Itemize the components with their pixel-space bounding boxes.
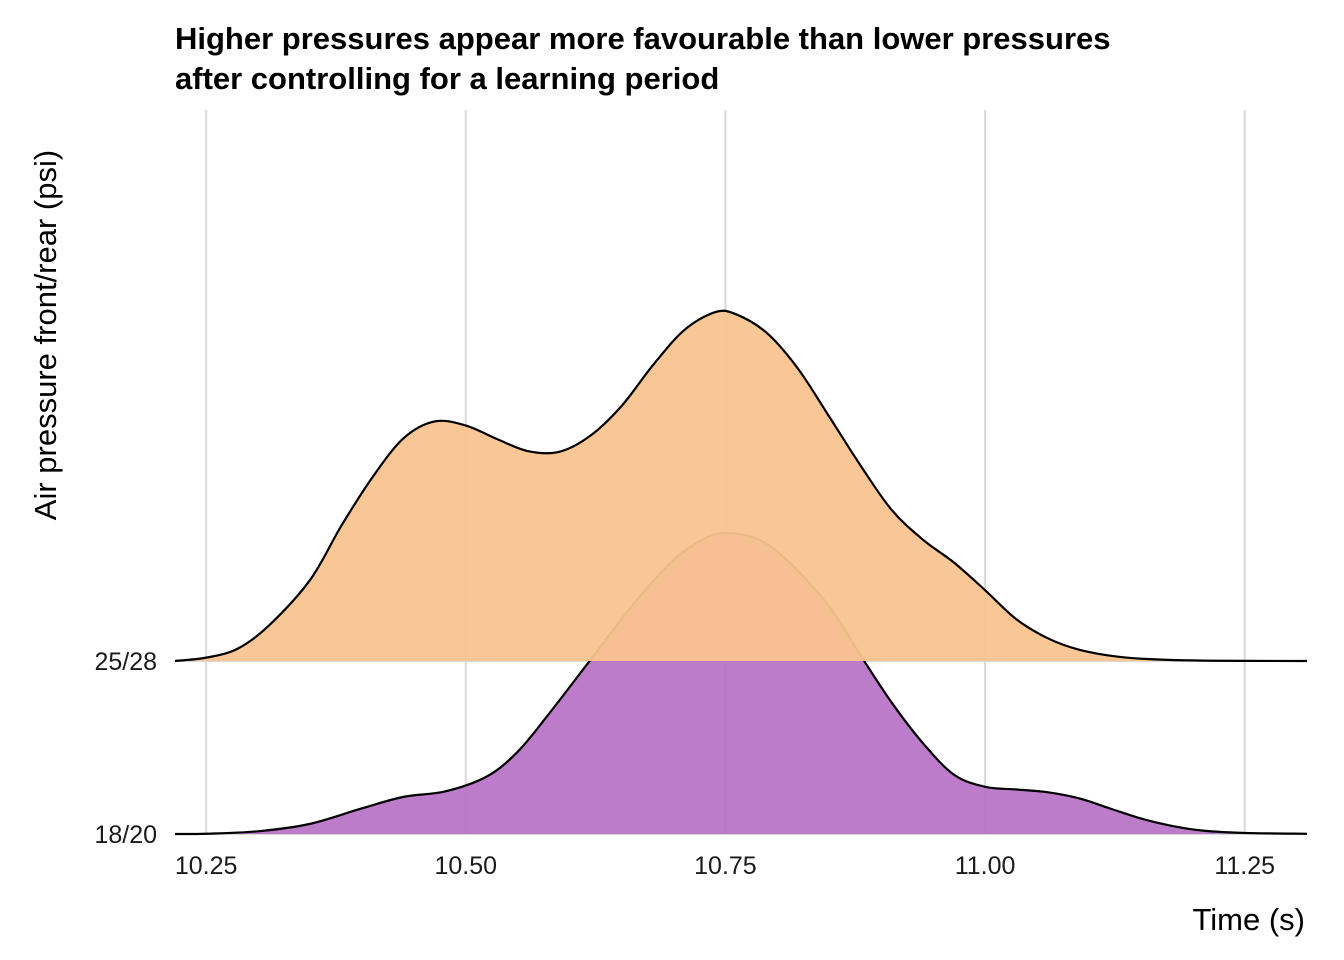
- x-tick-label: 10.75: [694, 852, 757, 880]
- chart-title-line-2: after controlling for a learning period: [175, 61, 719, 96]
- x-axis-title: Time (s): [1193, 902, 1306, 937]
- chart-title-line-1: Higher pressures appear more favourable …: [175, 21, 1111, 56]
- ridge-line-25-28: [174, 309, 1308, 663]
- y-tick-label: 18/20: [94, 821, 157, 849]
- x-tick-label: 10.25: [175, 852, 238, 880]
- x-tick-label: 10.50: [435, 852, 498, 880]
- x-axis-ticks: 10.25 10.50 10.75 11.00 11.25: [175, 852, 1275, 880]
- y-axis-title: Air pressure front/rear (psi): [28, 150, 63, 520]
- ridge-area-25-28: [175, 310, 1307, 661]
- x-tick-label: 11.25: [1214, 852, 1275, 880]
- x-tick-label: 11.00: [955, 852, 1016, 880]
- ridge-area-18-20: [175, 533, 1307, 835]
- y-tick-label: 25/28: [94, 648, 157, 676]
- y-axis-ticks: 18/20 25/28: [94, 648, 157, 849]
- ridges: [174, 309, 1308, 836]
